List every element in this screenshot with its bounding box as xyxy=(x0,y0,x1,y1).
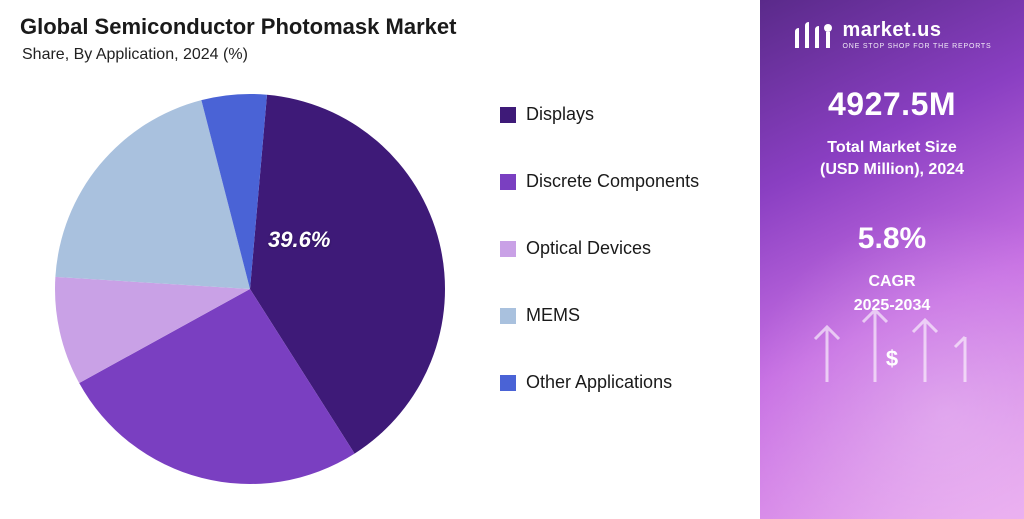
chart-subtitle: Share, By Application, 2024 (%) xyxy=(22,46,740,64)
brand: market.us ONE STOP SHOP FOR THE REPORTS xyxy=(774,18,1010,52)
brand-logo-icon xyxy=(793,18,835,52)
brand-name: market.us xyxy=(843,20,992,40)
legend-swatch xyxy=(500,174,516,190)
legend-swatch xyxy=(500,375,516,391)
legend-swatch xyxy=(500,107,516,123)
stats-panel: market.us ONE STOP SHOP FOR THE REPORTS … xyxy=(760,0,1024,519)
legend-label: Displays xyxy=(526,104,594,125)
stats-content: market.us ONE STOP SHOP FOR THE REPORTS … xyxy=(760,0,1024,372)
legend-item: MEMS xyxy=(500,305,699,326)
legend-item: Other Applications xyxy=(500,372,699,393)
legend-swatch xyxy=(500,308,516,324)
legend-item: Discrete Components xyxy=(500,171,699,192)
market-size-label-l1: Total Market Size xyxy=(827,139,957,156)
chart-panel: Global Semiconductor Photomask Market Sh… xyxy=(0,0,760,519)
market-size-value: 4927.5M xyxy=(774,86,1010,123)
legend-label: Other Applications xyxy=(526,372,672,393)
pie-highlight-label: 39.6% xyxy=(268,227,330,253)
chart-title: Global Semiconductor Photomask Market xyxy=(20,14,740,40)
chart-area: 39.6% Displays Discrete Components Optical… xyxy=(20,74,740,494)
up-arrows-icon xyxy=(760,292,1024,382)
cagr-value: 5.8% xyxy=(774,222,1010,256)
legend-label: MEMS xyxy=(526,305,580,326)
legend-swatch xyxy=(500,241,516,257)
legend-item: Displays xyxy=(500,104,699,125)
legend-label: Discrete Components xyxy=(526,171,699,192)
legend-label: Optical Devices xyxy=(526,238,651,259)
brand-tagline: ONE STOP SHOP FOR THE REPORTS xyxy=(843,43,992,50)
pie-chart: 39.6% xyxy=(40,79,460,499)
cagr-label-l1: CAGR xyxy=(868,273,915,290)
market-size-label-l2: (USD Million), 2024 xyxy=(820,161,964,178)
legend-item: Optical Devices xyxy=(500,238,699,259)
legend: Displays Discrete Components Optical Devic… xyxy=(500,104,699,393)
market-size-label: Total Market Size (USD Million), 2024 xyxy=(774,137,1010,182)
